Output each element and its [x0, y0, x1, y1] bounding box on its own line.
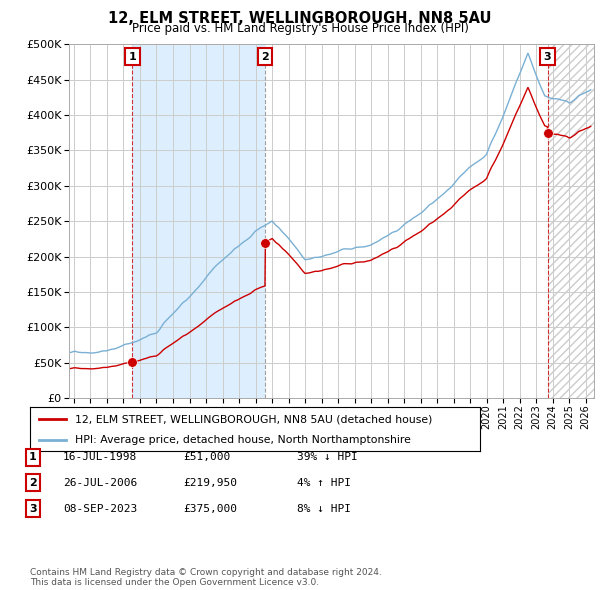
Text: 26-JUL-2006: 26-JUL-2006	[63, 478, 137, 487]
Text: 2: 2	[261, 52, 269, 61]
Bar	[548, 44, 594, 398]
Text: £375,000: £375,000	[183, 504, 237, 513]
Text: £51,000: £51,000	[183, 453, 230, 462]
Text: HPI: Average price, detached house, North Northamptonshire: HPI: Average price, detached house, Nort…	[75, 435, 411, 445]
Text: 1: 1	[29, 453, 37, 462]
Text: 1: 1	[128, 52, 136, 61]
Text: 39% ↓ HPI: 39% ↓ HPI	[297, 453, 358, 462]
Text: Contains HM Land Registry data © Crown copyright and database right 2024.
This d: Contains HM Land Registry data © Crown c…	[30, 568, 382, 587]
Text: Price paid vs. HM Land Registry's House Price Index (HPI): Price paid vs. HM Land Registry's House …	[131, 22, 469, 35]
Text: £219,950: £219,950	[183, 478, 237, 487]
Text: 3: 3	[29, 504, 37, 513]
Text: 16-JUL-1998: 16-JUL-1998	[63, 453, 137, 462]
Text: 8% ↓ HPI: 8% ↓ HPI	[297, 504, 351, 513]
Text: 3: 3	[544, 52, 551, 61]
Bar	[133, 44, 265, 398]
Text: 12, ELM STREET, WELLINGBOROUGH, NN8 5AU: 12, ELM STREET, WELLINGBOROUGH, NN8 5AU	[108, 11, 492, 25]
Text: 08-SEP-2023: 08-SEP-2023	[63, 504, 137, 513]
Text: 12, ELM STREET, WELLINGBOROUGH, NN8 5AU (detached house): 12, ELM STREET, WELLINGBOROUGH, NN8 5AU …	[75, 415, 433, 424]
Text: 4% ↑ HPI: 4% ↑ HPI	[297, 478, 351, 487]
Text: 2: 2	[29, 478, 37, 487]
Bar	[548, 44, 594, 398]
